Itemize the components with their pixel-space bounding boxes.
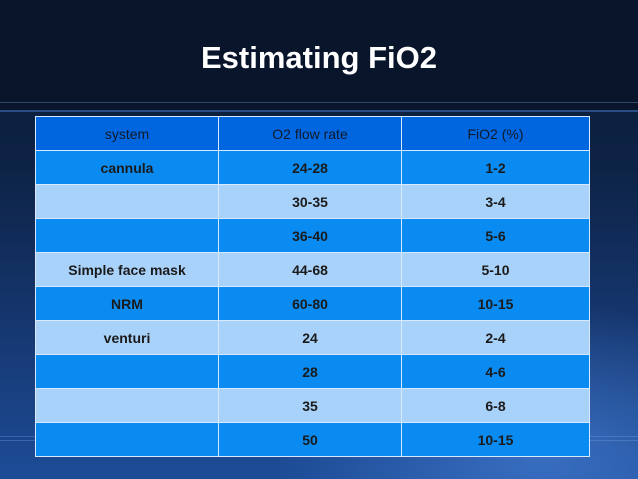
cell-fio2: 2-4 — [401, 320, 590, 355]
fio2-table: system O2 flow rate FiO2 (%) cannula 24-… — [35, 116, 590, 457]
slide-title: Estimating FiO2 — [201, 40, 437, 75]
cell-system — [35, 354, 219, 389]
cell-fio2: 1-2 — [401, 150, 590, 185]
table-row: venturi 24 2-4 — [35, 320, 590, 355]
table-header-row: system O2 flow rate FiO2 (%) — [35, 116, 590, 151]
cell-fio2: 10-15 — [401, 422, 590, 457]
cell-system — [35, 422, 219, 457]
cell-fio2: 6-8 — [401, 388, 590, 423]
cell-flow-rate: 60-80 — [218, 286, 402, 321]
cell-fio2: 5-10 — [401, 252, 590, 287]
cell-system: NRM — [35, 286, 219, 321]
fio2-table-container: system O2 flow rate FiO2 (%) cannula 24-… — [35, 116, 590, 457]
cell-flow-rate: 50 — [218, 422, 402, 457]
cell-flow-rate: 24-28 — [218, 150, 402, 185]
table-row: 30-35 3-4 — [35, 184, 590, 219]
decorative-line — [0, 102, 638, 103]
cell-system — [35, 388, 219, 423]
cell-fio2: 4-6 — [401, 354, 590, 389]
cell-flow-rate: 28 — [218, 354, 402, 389]
cell-system: Simple face mask — [35, 252, 219, 287]
cell-system — [35, 218, 219, 253]
cell-flow-rate: 30-35 — [218, 184, 402, 219]
table-row: 35 6-8 — [35, 388, 590, 423]
table-row: NRM 60-80 10-15 — [35, 286, 590, 321]
table-row: 28 4-6 — [35, 354, 590, 389]
header-system: system — [35, 116, 219, 151]
cell-flow-rate: 24 — [218, 320, 402, 355]
cell-flow-rate: 44-68 — [218, 252, 402, 287]
cell-system: venturi — [35, 320, 219, 355]
cell-fio2: 5-6 — [401, 218, 590, 253]
cell-flow-rate: 36-40 — [218, 218, 402, 253]
header-fio2: FiO2 (%) — [401, 116, 590, 151]
cell-flow-rate: 35 — [218, 388, 402, 423]
cell-system: cannula — [35, 150, 219, 185]
cell-system — [35, 184, 219, 219]
table-row: cannula 24-28 1-2 — [35, 150, 590, 185]
table-row: 36-40 5-6 — [35, 218, 590, 253]
table-row: Simple face mask 44-68 5-10 — [35, 252, 590, 287]
table-row: 50 10-15 — [35, 422, 590, 457]
header-o2-flow-rate: O2 flow rate — [218, 116, 402, 151]
cell-fio2: 3-4 — [401, 184, 590, 219]
title-bar — [0, 0, 638, 112]
cell-fio2: 10-15 — [401, 286, 590, 321]
